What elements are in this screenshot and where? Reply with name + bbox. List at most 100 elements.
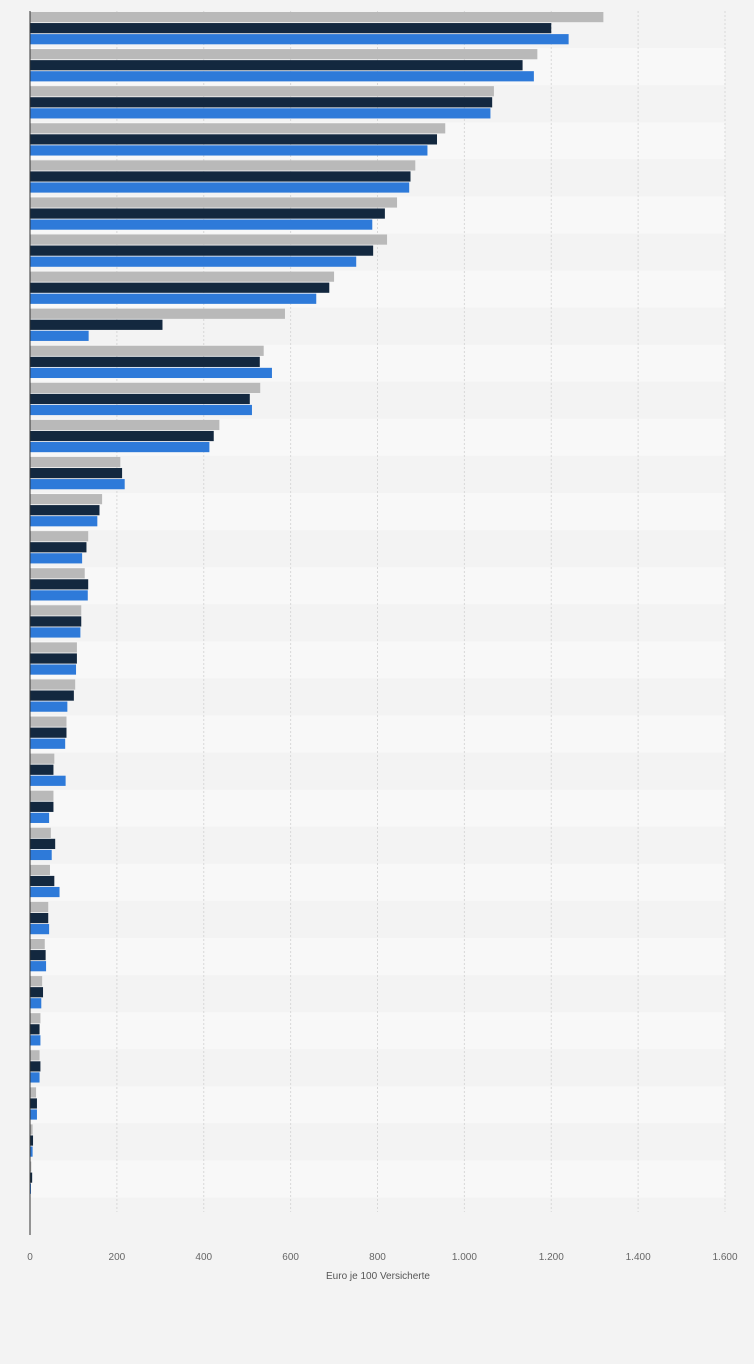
bar[interactable]	[30, 701, 68, 712]
bar[interactable]	[30, 367, 272, 379]
bar[interactable]	[30, 627, 81, 638]
bar[interactable]	[30, 912, 49, 924]
bar[interactable]	[30, 664, 77, 675]
bar[interactable]	[30, 790, 54, 801]
bar[interactable]	[30, 12, 604, 23]
bar[interactable]	[30, 171, 411, 182]
bar[interactable]	[30, 679, 76, 690]
bar[interactable]	[30, 998, 42, 1009]
bar[interactable]	[30, 642, 77, 653]
x-tick-label: 400	[195, 1252, 212, 1263]
bar[interactable]	[30, 430, 214, 442]
bar[interactable]	[30, 97, 493, 108]
bar[interactable]	[30, 1013, 41, 1024]
bar[interactable]	[30, 182, 410, 193]
bar[interactable]	[30, 293, 317, 304]
bar[interactable]	[30, 1098, 37, 1109]
bar[interactable]	[30, 494, 103, 505]
bar[interactable]	[30, 34, 569, 45]
bar[interactable]	[30, 531, 89, 542]
bar[interactable]	[30, 108, 491, 119]
bar[interactable]	[30, 950, 46, 961]
x-tick-label: 600	[282, 1252, 299, 1263]
bar[interactable]	[30, 738, 66, 749]
bar[interactable]	[30, 690, 74, 701]
bar[interactable]	[30, 456, 121, 468]
bar[interactable]	[30, 775, 66, 786]
bar[interactable]	[30, 616, 82, 627]
bar[interactable]	[30, 197, 398, 208]
bar[interactable]	[30, 505, 100, 516]
bar[interactable]	[30, 864, 50, 876]
bar[interactable]	[30, 1183, 32, 1194]
bar[interactable]	[30, 1135, 34, 1146]
bar[interactable]	[30, 901, 49, 913]
bar[interactable]	[30, 1146, 33, 1157]
bar[interactable]	[30, 404, 252, 416]
bar[interactable]	[30, 419, 220, 431]
bar[interactable]	[30, 86, 494, 97]
bar[interactable]	[30, 208, 385, 219]
bar[interactable]	[30, 1172, 33, 1183]
bar[interactable]	[30, 1024, 40, 1035]
bar[interactable]	[30, 553, 83, 564]
bar[interactable]	[30, 282, 330, 293]
bar[interactable]	[30, 886, 60, 898]
bar[interactable]	[30, 849, 52, 861]
bar[interactable]	[30, 256, 357, 267]
bar[interactable]	[30, 579, 89, 590]
bar[interactable]	[30, 319, 163, 330]
bar[interactable]	[30, 1072, 40, 1083]
x-tick-label: 200	[109, 1252, 126, 1263]
bar[interactable]	[30, 330, 89, 341]
bar[interactable]	[30, 838, 56, 850]
bar[interactable]	[30, 49, 538, 60]
bar[interactable]	[30, 479, 125, 490]
bar[interactable]	[30, 393, 250, 405]
bar[interactable]	[30, 812, 50, 823]
bar[interactable]	[30, 234, 388, 245]
bar[interactable]	[30, 1161, 32, 1172]
bar[interactable]	[30, 345, 264, 356]
bar[interactable]	[30, 653, 77, 664]
bar[interactable]	[30, 976, 43, 987]
row-band	[30, 567, 725, 605]
bar[interactable]	[30, 568, 85, 579]
bar[interactable]	[30, 441, 210, 453]
bar[interactable]	[30, 939, 45, 950]
bar[interactable]	[30, 727, 67, 738]
bar[interactable]	[30, 1061, 41, 1072]
bar[interactable]	[30, 961, 47, 972]
bar[interactable]	[30, 219, 373, 230]
bar[interactable]	[30, 23, 552, 34]
bar[interactable]	[30, 271, 335, 282]
bar[interactable]	[30, 71, 534, 82]
bar[interactable]	[30, 516, 98, 527]
bar[interactable]	[30, 1050, 40, 1061]
bar[interactable]	[30, 875, 55, 887]
bar[interactable]	[30, 160, 416, 171]
bar[interactable]	[30, 1087, 37, 1098]
bar[interactable]	[30, 308, 285, 319]
bar[interactable]	[30, 382, 261, 393]
bar[interactable]	[30, 134, 438, 145]
bar[interactable]	[30, 1109, 37, 1120]
bar[interactable]	[30, 60, 523, 71]
bar[interactable]	[30, 1035, 41, 1046]
bar[interactable]	[30, 1124, 33, 1135]
bar[interactable]	[30, 590, 88, 601]
bar[interactable]	[30, 924, 50, 935]
bar[interactable]	[30, 145, 428, 156]
bar[interactable]	[30, 716, 67, 727]
bar[interactable]	[30, 605, 82, 616]
bar[interactable]	[30, 987, 44, 998]
bar[interactable]	[30, 753, 55, 764]
bar[interactable]	[30, 827, 51, 838]
bar[interactable]	[30, 801, 54, 812]
bar[interactable]	[30, 356, 260, 367]
bar[interactable]	[30, 245, 374, 256]
bar[interactable]	[30, 123, 446, 134]
bar[interactable]	[30, 542, 87, 553]
bar[interactable]	[30, 764, 54, 775]
bar[interactable]	[30, 468, 123, 479]
